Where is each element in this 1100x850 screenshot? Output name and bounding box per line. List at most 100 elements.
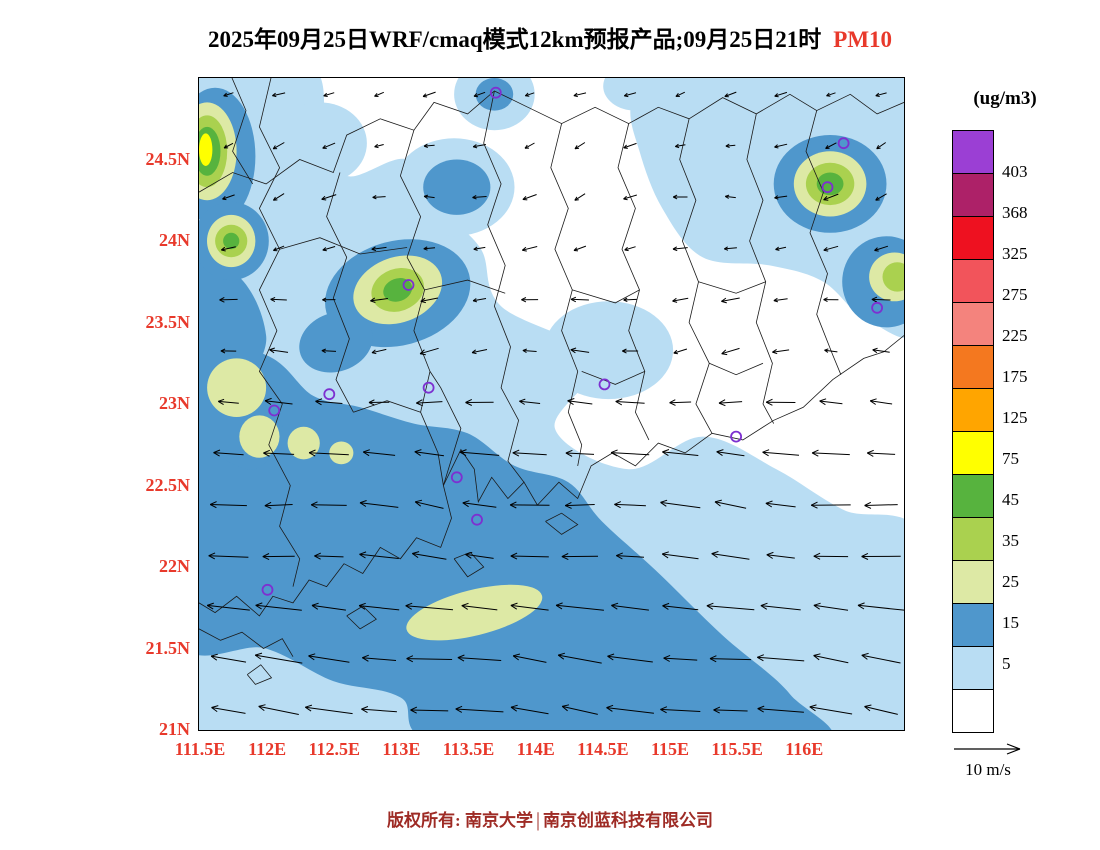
wind-arrow-head	[570, 349, 576, 354]
wind-arrow-head	[760, 602, 768, 607]
wind-arrow-head	[220, 246, 226, 251]
wind-arrow-head	[321, 348, 326, 352]
wind-arrow-head	[867, 449, 874, 454]
wind-arrow	[359, 605, 400, 611]
contour-fill	[423, 159, 491, 215]
lat-label-24.5N: 24.5N	[145, 148, 191, 169]
wind-arrow-head	[321, 350, 326, 354]
wind-arrow	[419, 347, 439, 355]
wind-arrow-head	[574, 147, 580, 150]
wind-arrow	[461, 605, 498, 611]
wind-arrow-head	[611, 604, 618, 610]
colorbar-swatch	[952, 646, 994, 690]
wind-arrow-head	[522, 196, 527, 200]
wind-arrow-head	[574, 199, 579, 201]
lat-label-22.5N: 22.5N	[145, 474, 191, 495]
wind-arrow-head	[570, 296, 577, 300]
wind-arrow-head	[358, 605, 366, 610]
wind-arrow	[405, 605, 454, 611]
wind-arrow-head	[522, 350, 527, 354]
boundary-line	[483, 90, 525, 483]
wind-arrow-head	[561, 706, 568, 712]
wind-arrow-head	[757, 708, 764, 713]
wind-arrow-head	[570, 347, 577, 351]
wind-arrow-head	[423, 96, 428, 98]
wind-arrow-head	[315, 398, 323, 402]
wind-arrow-head	[462, 500, 470, 504]
wind-arrow-head	[258, 706, 265, 711]
wind-arrow	[272, 142, 285, 150]
wind-arrow	[774, 91, 788, 97]
colorbar-swatch	[952, 173, 994, 217]
colorbar-level-275: 275	[1002, 285, 1028, 304]
wind-arrow	[362, 657, 397, 661]
boundary-line	[424, 279, 506, 294]
wind-arrow-head	[311, 602, 319, 606]
wind-arrow	[623, 194, 637, 200]
wind-arrow-head	[420, 353, 426, 356]
wind-arrow	[757, 708, 804, 713]
wind-arrow	[567, 400, 593, 405]
wind-arrow-head	[374, 143, 379, 148]
wind-arrow	[725, 195, 736, 199]
wind-arrow-head	[272, 145, 276, 150]
wind-arrow	[623, 142, 637, 149]
boundary-line	[258, 78, 301, 587]
wind-arrow-head	[374, 92, 378, 97]
wind-arrow	[315, 400, 343, 404]
wind-arrow-head	[562, 704, 570, 707]
wind-arrow-head	[555, 602, 563, 606]
wind-arrow	[258, 705, 299, 715]
wind-arrow-head	[405, 602, 413, 607]
wind-arrow-head	[509, 501, 517, 506]
colorbar-level-325: 325	[1002, 244, 1028, 263]
wind-arrow-head	[721, 297, 727, 302]
wind-arrow	[406, 658, 453, 660]
wind-arrow-head	[362, 654, 369, 659]
wind-arrow	[765, 502, 796, 508]
station-marker	[261, 583, 274, 596]
wind-arrow-head	[774, 195, 779, 199]
wind-arrow	[624, 92, 637, 97]
wind-scale-label: 10 m/s	[965, 760, 1011, 779]
wind-arrow	[525, 92, 535, 97]
wind-arrow-head	[864, 505, 872, 509]
wind-arrow-head	[359, 553, 366, 559]
wind-arrow-head	[774, 144, 778, 148]
contour-fill	[329, 441, 354, 465]
boundary-line	[429, 371, 462, 486]
wind-arrow-head	[314, 552, 322, 557]
wind-arrow	[522, 194, 537, 200]
wind-arrow-head	[362, 451, 370, 457]
wind-arrow	[825, 142, 837, 149]
station-marker	[422, 381, 435, 394]
wind-arrow-head	[270, 298, 276, 303]
wind-arrow-head	[857, 602, 865, 606]
wind-arrow-head	[561, 553, 569, 558]
colorbar: 403 368 325 275 225 175 125 75 45 35 25 15 5	[952, 130, 1028, 733]
wind-arrow-head	[372, 196, 377, 200]
wind-arrow	[861, 654, 901, 664]
wind-arrow-head	[305, 704, 313, 708]
wind-arrow-head	[661, 553, 669, 559]
wind-arrow-head	[423, 246, 428, 250]
wind-arrow-head	[405, 605, 412, 610]
wind-arrow	[255, 604, 302, 611]
wind-arrow-head	[813, 602, 821, 606]
wind-arrow-head	[512, 655, 520, 661]
wind-arrow	[424, 144, 435, 147]
wind-arrow-head	[370, 297, 376, 302]
wind-arrow	[311, 504, 347, 506]
wind-arrow-head	[718, 399, 726, 404]
wind-arrow-head	[410, 709, 417, 714]
wind-arrow	[371, 348, 387, 354]
wind-arrow-head	[672, 248, 678, 252]
wind-arrow-head	[823, 247, 828, 251]
lat-label-23.5N: 23.5N	[145, 311, 191, 332]
station-marker	[323, 388, 336, 401]
wind-arrow-head	[255, 652, 263, 656]
wind-arrow-head	[662, 551, 669, 555]
wind-arrow	[314, 555, 344, 558]
boundary-line	[550, 123, 583, 466]
lon-label-115E: 115E	[650, 739, 689, 759]
